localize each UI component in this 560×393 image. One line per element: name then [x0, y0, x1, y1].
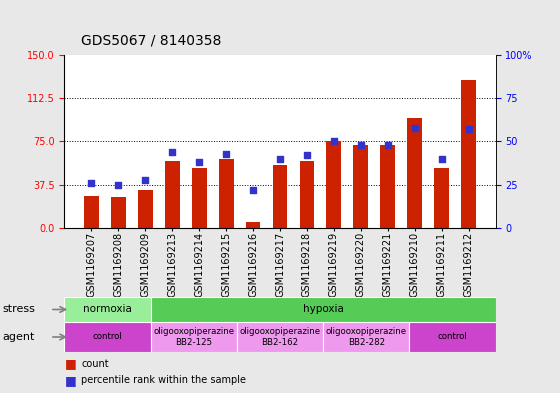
Text: normoxia: normoxia [83, 305, 132, 314]
Point [410, 125, 419, 131]
Bar [151, 297, 496, 322]
Text: oligooxopiperazine
BB2-125: oligooxopiperazine BB2-125 [153, 327, 234, 347]
Point [383, 142, 392, 148]
Text: hypoxia: hypoxia [303, 305, 343, 314]
Point [329, 138, 338, 145]
Text: oligooxopiperazine
BB2-282: oligooxopiperazine BB2-282 [326, 327, 407, 347]
Bar [273, 165, 287, 228]
Bar [300, 161, 314, 228]
Point [437, 156, 446, 162]
Text: oligooxopiperazine
BB2-162: oligooxopiperazine BB2-162 [240, 327, 320, 347]
Bar [326, 141, 341, 228]
Bar [407, 118, 422, 228]
Bar [151, 322, 237, 352]
Bar [434, 168, 449, 228]
Point [302, 152, 311, 158]
Bar [219, 159, 234, 228]
Point [222, 151, 231, 157]
Bar [461, 81, 476, 228]
Point [168, 149, 177, 155]
Bar [64, 322, 151, 352]
Bar [353, 145, 368, 228]
Text: GDS5067 / 8140358: GDS5067 / 8140358 [81, 33, 222, 47]
Point [356, 142, 365, 148]
Bar [165, 161, 180, 228]
Text: control: control [92, 332, 123, 342]
Bar [192, 168, 207, 228]
Point [276, 156, 284, 162]
Bar [380, 145, 395, 228]
Bar [237, 322, 323, 352]
Bar [111, 197, 126, 228]
Point [464, 126, 473, 132]
Text: ■: ■ [64, 357, 76, 370]
Bar [138, 190, 153, 228]
Bar [64, 297, 151, 322]
Bar [246, 222, 260, 228]
Point [87, 180, 96, 186]
Text: count: count [81, 358, 109, 369]
Text: stress: stress [3, 305, 36, 314]
Text: control: control [437, 332, 468, 342]
Bar [409, 322, 496, 352]
Point [114, 182, 123, 188]
Point [195, 159, 204, 165]
Point [249, 187, 258, 193]
Text: agent: agent [3, 332, 35, 342]
Text: ■: ■ [64, 374, 76, 387]
Text: percentile rank within the sample: percentile rank within the sample [81, 375, 246, 385]
Point [141, 176, 150, 183]
Bar [84, 196, 99, 228]
Bar [323, 322, 409, 352]
